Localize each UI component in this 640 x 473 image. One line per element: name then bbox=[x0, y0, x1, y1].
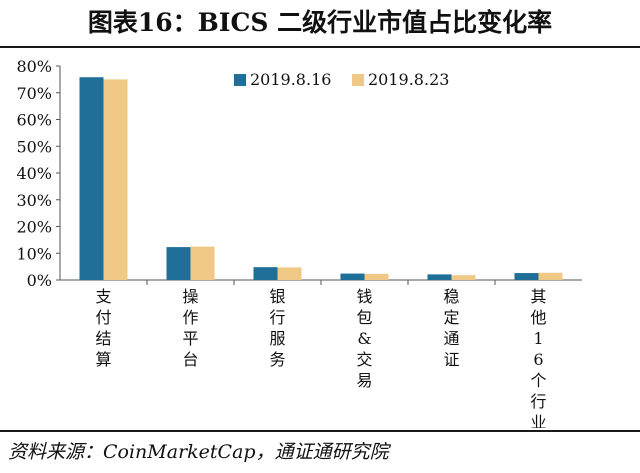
bar-series1 bbox=[514, 273, 539, 280]
bar-chart: 0% 10% 20% 30% 40% 50% 60% 70% 80% 支付结算 操作平台 银行服务 钱包… bbox=[16, 57, 582, 428]
bar-series2 bbox=[364, 273, 389, 280]
bar-series2 bbox=[538, 272, 563, 280]
y-tick-label: 30% bbox=[16, 191, 52, 210]
x-tick-label: 支付结算 bbox=[95, 287, 111, 369]
x-tick-label: 操作平台 bbox=[182, 287, 198, 369]
x-tick-label: 稳定通证 bbox=[443, 287, 459, 369]
y-tick-label: 10% bbox=[16, 244, 52, 263]
legend-swatch bbox=[352, 74, 364, 86]
bar-series2 bbox=[190, 246, 215, 280]
bar-series1 bbox=[427, 274, 452, 280]
legend-swatch bbox=[234, 74, 246, 86]
source-note: 资料来源：CoinMarketCap，通证通研究院 bbox=[8, 441, 389, 463]
y-tick-label: 0% bbox=[27, 271, 52, 290]
x-tick-label: 银行服务 bbox=[269, 287, 285, 369]
bar-series2 bbox=[451, 275, 476, 280]
bar-series1 bbox=[79, 77, 104, 280]
source-rule bbox=[0, 430, 640, 432]
legend-label: 2019.8.23 bbox=[368, 70, 449, 89]
x-tick-label: 其他 1 6 个行业 bbox=[530, 287, 546, 428]
bar-series1 bbox=[253, 267, 278, 280]
chart-title: 图表16：BICS 二级行业市值占比变化率 bbox=[87, 8, 553, 37]
bar-series1 bbox=[166, 247, 191, 280]
bar-series1 bbox=[340, 273, 365, 280]
x-tick-label: 钱包&交易 bbox=[356, 287, 372, 390]
y-tick-label: 70% bbox=[16, 84, 52, 103]
bar-series2 bbox=[103, 79, 128, 280]
legend-label: 2019.8.16 bbox=[250, 70, 331, 89]
title-rule bbox=[0, 46, 640, 48]
y-tick-label: 50% bbox=[16, 137, 52, 156]
y-tick-label: 60% bbox=[16, 111, 52, 130]
y-tick-label: 40% bbox=[16, 164, 52, 183]
y-tick-label: 80% bbox=[16, 57, 52, 76]
bar-series2 bbox=[277, 267, 302, 280]
y-tick-label: 20% bbox=[16, 218, 52, 237]
